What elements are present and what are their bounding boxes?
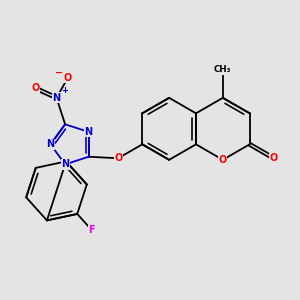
Text: O: O <box>32 83 40 93</box>
Text: F: F <box>88 225 95 235</box>
Text: O: O <box>114 153 122 163</box>
Text: +: + <box>61 85 68 94</box>
Text: N: N <box>61 159 69 170</box>
Text: N: N <box>85 127 93 137</box>
Text: O: O <box>219 155 227 165</box>
Text: CH₃: CH₃ <box>214 65 232 74</box>
Text: N: N <box>52 93 61 103</box>
Text: −: − <box>55 68 63 78</box>
Text: O: O <box>270 153 278 163</box>
Text: O: O <box>64 73 72 83</box>
Text: N: N <box>46 139 55 149</box>
